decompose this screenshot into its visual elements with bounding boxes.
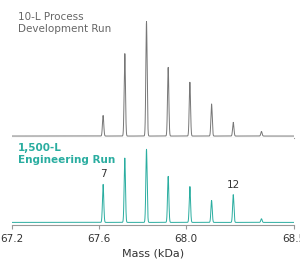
Text: 1,500-L
Engineering Run: 1,500-L Engineering Run: [18, 143, 115, 165]
Text: 7: 7: [100, 169, 106, 179]
X-axis label: Mass (kDa): Mass (kDa): [122, 249, 184, 259]
Text: 10-L Process
Development Run: 10-L Process Development Run: [18, 12, 111, 34]
Text: 12: 12: [226, 179, 240, 189]
